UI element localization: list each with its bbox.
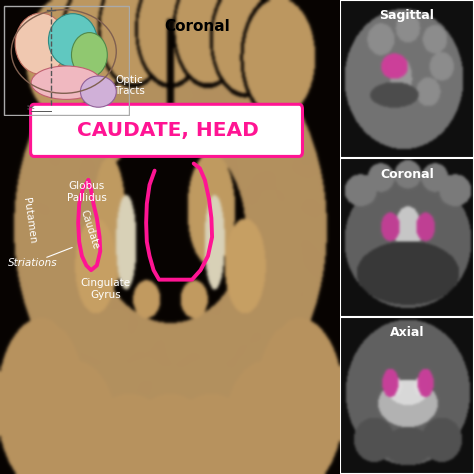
Text: Axial: Axial (390, 326, 424, 339)
Text: Striations: Striations (8, 258, 57, 268)
Ellipse shape (48, 14, 97, 67)
Text: Coronal: Coronal (380, 168, 434, 181)
Text: Globus
Pallidus: Globus Pallidus (67, 181, 107, 203)
Ellipse shape (31, 66, 101, 100)
Ellipse shape (72, 33, 107, 77)
Text: Coronal: Coronal (164, 19, 230, 34)
FancyBboxPatch shape (31, 104, 302, 156)
Text: Optic
Tracts: Optic Tracts (114, 74, 145, 96)
Text: ✂: ✂ (27, 102, 35, 112)
Ellipse shape (15, 13, 66, 74)
Text: Sagittal: Sagittal (380, 9, 434, 22)
Ellipse shape (81, 76, 116, 107)
Text: Caudate: Caudate (79, 209, 101, 251)
Text: Cingulate
Gyrus: Cingulate Gyrus (80, 278, 130, 300)
Text: Putamen: Putamen (21, 197, 37, 244)
Text: CAUDATE, HEAD: CAUDATE, HEAD (77, 121, 259, 140)
